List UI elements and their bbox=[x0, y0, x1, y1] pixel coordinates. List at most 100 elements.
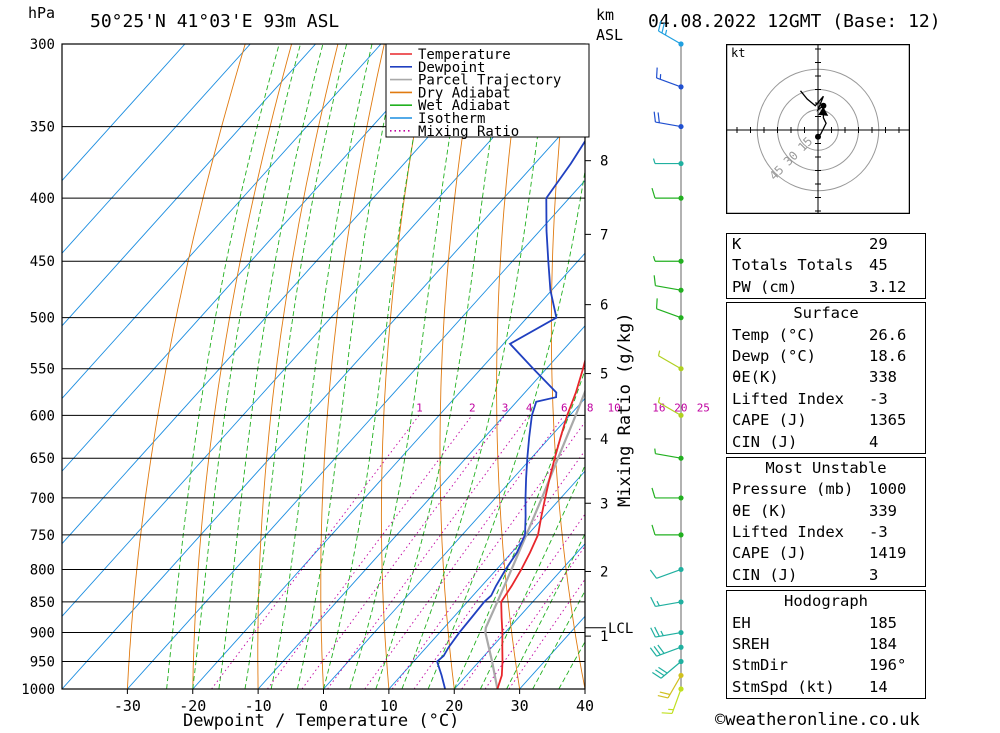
index-label: Dewp (°C) bbox=[732, 346, 816, 365]
wind-barb bbox=[653, 275, 684, 293]
indices-panel: K 29 Totals Totals 45 PW (cm) 3.12 Surface Te… bbox=[726, 233, 926, 703]
index-label: StmSpd (kt) bbox=[732, 677, 835, 696]
wind-barb-feather bbox=[654, 448, 656, 454]
pressure-tick-label: 550 bbox=[30, 362, 55, 378]
wind-barb-feather bbox=[652, 671, 662, 679]
pressure-tick-label: 400 bbox=[30, 191, 55, 207]
index-label: Pressure (mb) bbox=[732, 480, 854, 499]
wind-barb-staff bbox=[656, 77, 682, 88]
pressure-tick-label: 450 bbox=[30, 254, 55, 270]
index-row: CAPE (J) 1365 bbox=[727, 410, 925, 431]
wind-barb-feather bbox=[657, 112, 660, 123]
legend-label: Mixing Ratio bbox=[418, 124, 519, 140]
km-tick-label: 5 bbox=[600, 367, 608, 383]
wind-barb bbox=[657, 672, 684, 699]
wind-barb-feather bbox=[657, 20, 662, 32]
mixing-ratio-label: 8 bbox=[587, 401, 594, 414]
isotherm-line bbox=[127, 179, 585, 689]
wind-barb bbox=[649, 566, 684, 579]
pressure-tick-label: 750 bbox=[30, 528, 55, 544]
index-label: Totals Totals bbox=[732, 256, 854, 275]
index-label: Lifted Index bbox=[732, 523, 844, 542]
wet-adiabat-line bbox=[479, 464, 585, 689]
index-label: CIN (J) bbox=[732, 432, 798, 451]
wind-barb-feather bbox=[661, 22, 665, 34]
legend-label: Parcel Trajectory bbox=[418, 73, 561, 89]
index-label: CIN (J) bbox=[732, 565, 798, 584]
wet-adiabat-line bbox=[532, 589, 585, 689]
mixing-ratio-label: 10 bbox=[608, 401, 621, 414]
wind-barb-staff bbox=[656, 646, 682, 657]
mixing-ratio-label: 1 bbox=[416, 401, 423, 414]
mixing-ratio-line bbox=[327, 415, 530, 689]
wind-barb bbox=[661, 686, 684, 715]
wind-barb-staff bbox=[656, 568, 682, 579]
wind-barb-feather bbox=[653, 646, 661, 656]
index-row: K 29 bbox=[727, 234, 925, 255]
temp-tick-label: 10 bbox=[380, 697, 398, 715]
wind-barb bbox=[653, 111, 684, 130]
km-tick-label: 8 bbox=[600, 154, 608, 170]
index-value: -3 bbox=[869, 523, 888, 542]
mixing-ratio-line bbox=[413, 449, 585, 689]
index-label: EH bbox=[732, 613, 751, 632]
wind-barb bbox=[650, 626, 684, 638]
index-value: 29 bbox=[869, 235, 888, 253]
wet-adiabat-line bbox=[166, 44, 280, 689]
wind-barb-feather bbox=[664, 29, 668, 36]
wind-barb-feather bbox=[655, 298, 658, 309]
mixing-ratio-line bbox=[301, 415, 506, 689]
wind-barb-feather bbox=[651, 487, 656, 499]
wind-barb bbox=[649, 644, 684, 657]
pressure-tick-label: 500 bbox=[30, 311, 55, 327]
index-row: CIN (J) 3 bbox=[727, 565, 925, 586]
isotherm-line bbox=[62, 44, 513, 545]
wind-barb-feather bbox=[658, 666, 668, 674]
wind-barb-feather bbox=[649, 647, 658, 657]
wet-adiabat-line bbox=[506, 532, 585, 689]
mixing-ratio-line bbox=[484, 545, 585, 689]
index-row: θE (K) 339 bbox=[727, 501, 925, 522]
wind-barb-feather bbox=[657, 397, 661, 403]
wet-adiabat-line bbox=[349, 44, 466, 689]
temp-tick-label: 40 bbox=[576, 697, 594, 715]
surface-table: Surface Temp (°C) 26.6 Dewp (°C) 18.6 θE(K) 3… bbox=[726, 302, 926, 454]
index-label: Temp (°C) bbox=[732, 325, 816, 344]
isotherm-line bbox=[62, 44, 382, 400]
most-unstable-table: Most Unstable Pressure (mb) 1000 θE (K) 339… bbox=[726, 456, 926, 588]
isotherm-line bbox=[257, 325, 585, 689]
mixing-ratio-label: 4 bbox=[526, 401, 533, 414]
hodograph-point-dot bbox=[820, 102, 827, 109]
location-label: 50°25'N 41°03'E 93m ASL bbox=[90, 11, 340, 32]
wind-barb bbox=[652, 158, 684, 167]
isotherm-line bbox=[62, 107, 585, 689]
hodograph-title: Hodograph bbox=[784, 592, 868, 611]
index-value: 3 bbox=[869, 565, 879, 584]
legend-label: Dry Adiabat bbox=[418, 85, 511, 101]
wet-adiabat-line bbox=[218, 44, 324, 689]
mixing-ratio-line bbox=[364, 415, 565, 689]
mixing-ratio-line bbox=[461, 513, 585, 689]
isotherm-line bbox=[192, 252, 585, 689]
index-row: SREH 184 bbox=[727, 634, 925, 655]
y2-axis-label: Mixing Ratio (g/kg) bbox=[615, 313, 635, 507]
index-row: PW (cm) 3.12 bbox=[727, 277, 925, 298]
wind-barb-feather bbox=[655, 67, 658, 79]
dry-adiabat-line bbox=[550, 44, 585, 689]
index-row: Lifted Index -3 bbox=[727, 522, 925, 543]
mixing-ratio-label: 25 bbox=[697, 401, 710, 414]
legend-label: Dewpoint bbox=[418, 60, 485, 76]
temp-tick-label: -20 bbox=[179, 697, 206, 715]
wind-barb-staff bbox=[658, 355, 682, 370]
legend-label: Wet Adiabat bbox=[418, 98, 511, 114]
credit-link[interactable]: ©weatheronline.co.uk bbox=[715, 710, 920, 730]
wind-barb-staff bbox=[655, 453, 682, 459]
temp-tick-label: 20 bbox=[445, 697, 463, 715]
index-value: 4 bbox=[869, 432, 879, 451]
dry-adiabat-line bbox=[126, 44, 246, 689]
general-indices-table: K 29 Totals Totals 45 PW (cm) 3.12 bbox=[726, 233, 926, 300]
isotherm-line bbox=[323, 397, 585, 689]
index-row: θE(K) 338 bbox=[727, 367, 925, 388]
mixing-ratio-line bbox=[391, 421, 585, 689]
